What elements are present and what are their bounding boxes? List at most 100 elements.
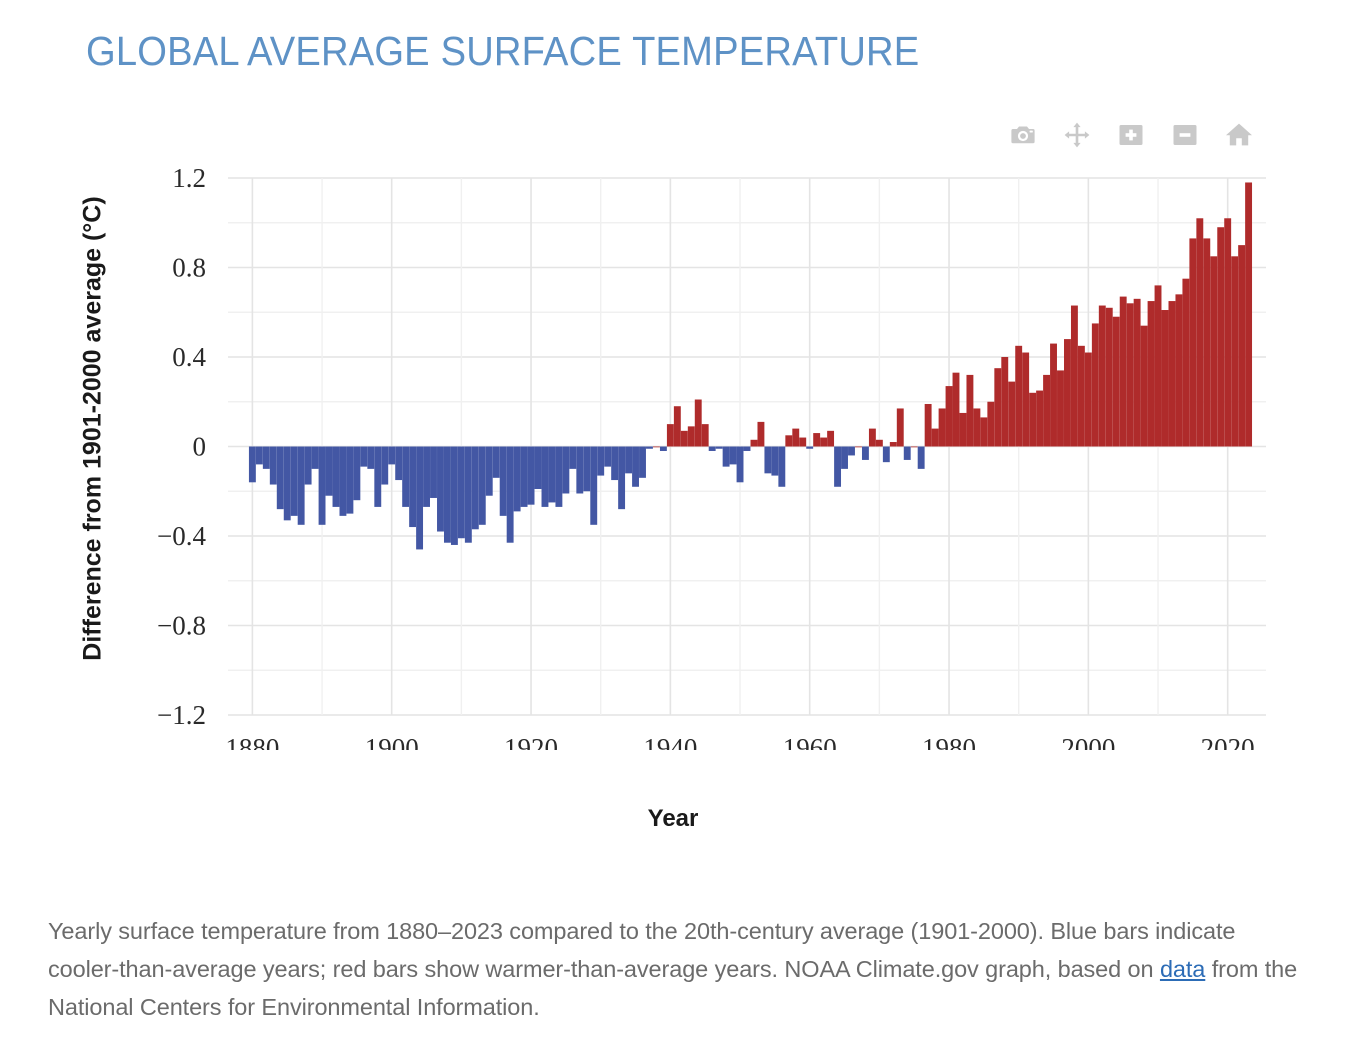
bar	[1043, 374, 1051, 447]
bar	[360, 446, 368, 467]
bar	[597, 446, 605, 476]
bar	[750, 439, 758, 447]
bar	[659, 446, 667, 451]
bar	[889, 442, 897, 447]
bar	[339, 446, 347, 516]
bar	[666, 424, 674, 447]
bar	[527, 446, 535, 505]
download-plot-icon[interactable]	[1008, 120, 1038, 150]
bar	[1231, 256, 1239, 447]
bar	[1029, 392, 1037, 447]
bar	[450, 446, 458, 545]
bar	[1161, 310, 1169, 447]
bar	[680, 430, 688, 447]
bar	[868, 428, 876, 447]
bar	[513, 446, 521, 512]
bar	[304, 446, 312, 485]
bar	[562, 446, 570, 494]
bar	[604, 446, 612, 467]
bar	[973, 408, 981, 447]
bar	[1119, 296, 1127, 447]
data-link[interactable]: data	[1159, 956, 1206, 982]
bar	[276, 446, 284, 510]
bar	[1091, 323, 1099, 447]
bar	[896, 408, 904, 447]
bar	[924, 403, 932, 447]
bar	[1008, 381, 1016, 447]
bar	[987, 401, 995, 447]
bar	[464, 446, 472, 543]
bar	[1133, 298, 1141, 447]
y-tick-label: −0.8	[157, 611, 206, 641]
bar	[269, 446, 277, 485]
bar	[485, 446, 493, 496]
x-tick-label: 2020	[1201, 733, 1255, 750]
bar	[743, 446, 751, 451]
bar	[652, 446, 660, 448]
bar	[457, 446, 465, 539]
y-tick-label: −1.2	[157, 700, 206, 730]
bar	[938, 408, 946, 447]
bar	[590, 446, 598, 525]
bar	[1168, 301, 1176, 447]
bar	[395, 446, 403, 481]
bar	[555, 446, 563, 507]
bar	[1203, 238, 1211, 447]
bar	[771, 446, 779, 476]
bar	[255, 446, 263, 465]
bar	[736, 446, 744, 483]
bar	[520, 446, 528, 507]
bar	[325, 446, 333, 496]
pan-icon[interactable]	[1062, 120, 1092, 150]
bar	[1112, 316, 1120, 447]
bar	[381, 446, 389, 485]
bar	[701, 424, 709, 447]
bar	[374, 446, 382, 507]
bar	[729, 446, 737, 465]
bar	[346, 446, 354, 514]
y-tick-label: 0.8	[172, 253, 206, 283]
bar	[611, 446, 619, 481]
x-tick-label: 1880	[225, 733, 279, 750]
bar	[882, 446, 890, 463]
bar	[980, 417, 988, 447]
bar	[618, 446, 626, 510]
bar	[785, 435, 793, 447]
plotly-modebar	[1008, 120, 1254, 150]
zoom-in-icon[interactable]	[1116, 120, 1146, 150]
bar	[1057, 370, 1064, 447]
x-tick-label: 1980	[922, 733, 976, 750]
bar	[813, 433, 821, 447]
x-tick-label: 1900	[365, 733, 419, 750]
bar	[722, 446, 730, 467]
bar	[764, 446, 772, 474]
bar	[625, 446, 633, 474]
bar	[1036, 390, 1044, 447]
reset-axes-home-icon[interactable]	[1224, 120, 1254, 150]
bar	[332, 446, 340, 507]
y-axis-title: Difference from 1901-2000 average (°C)	[78, 196, 107, 661]
bar	[1070, 305, 1078, 447]
bar	[778, 446, 786, 487]
bar	[848, 446, 855, 456]
bar	[1224, 218, 1232, 447]
bar	[952, 372, 960, 447]
bar	[639, 446, 646, 478]
bar	[576, 446, 584, 494]
figure-caption: Yearly surface temperature from 1880–202…	[48, 912, 1300, 1026]
y-tick-label: 0.4	[172, 342, 206, 372]
bar	[799, 437, 807, 447]
y-tick-label: −0.4	[157, 521, 206, 551]
bar	[443, 446, 451, 543]
zoom-out-icon[interactable]	[1170, 120, 1200, 150]
bar	[959, 412, 967, 447]
bar	[1126, 303, 1134, 447]
bar	[646, 446, 653, 449]
bar	[806, 446, 814, 449]
bar	[471, 446, 479, 530]
bar	[297, 446, 305, 525]
bar	[1154, 285, 1162, 447]
bar	[353, 446, 361, 501]
bar	[855, 446, 862, 448]
